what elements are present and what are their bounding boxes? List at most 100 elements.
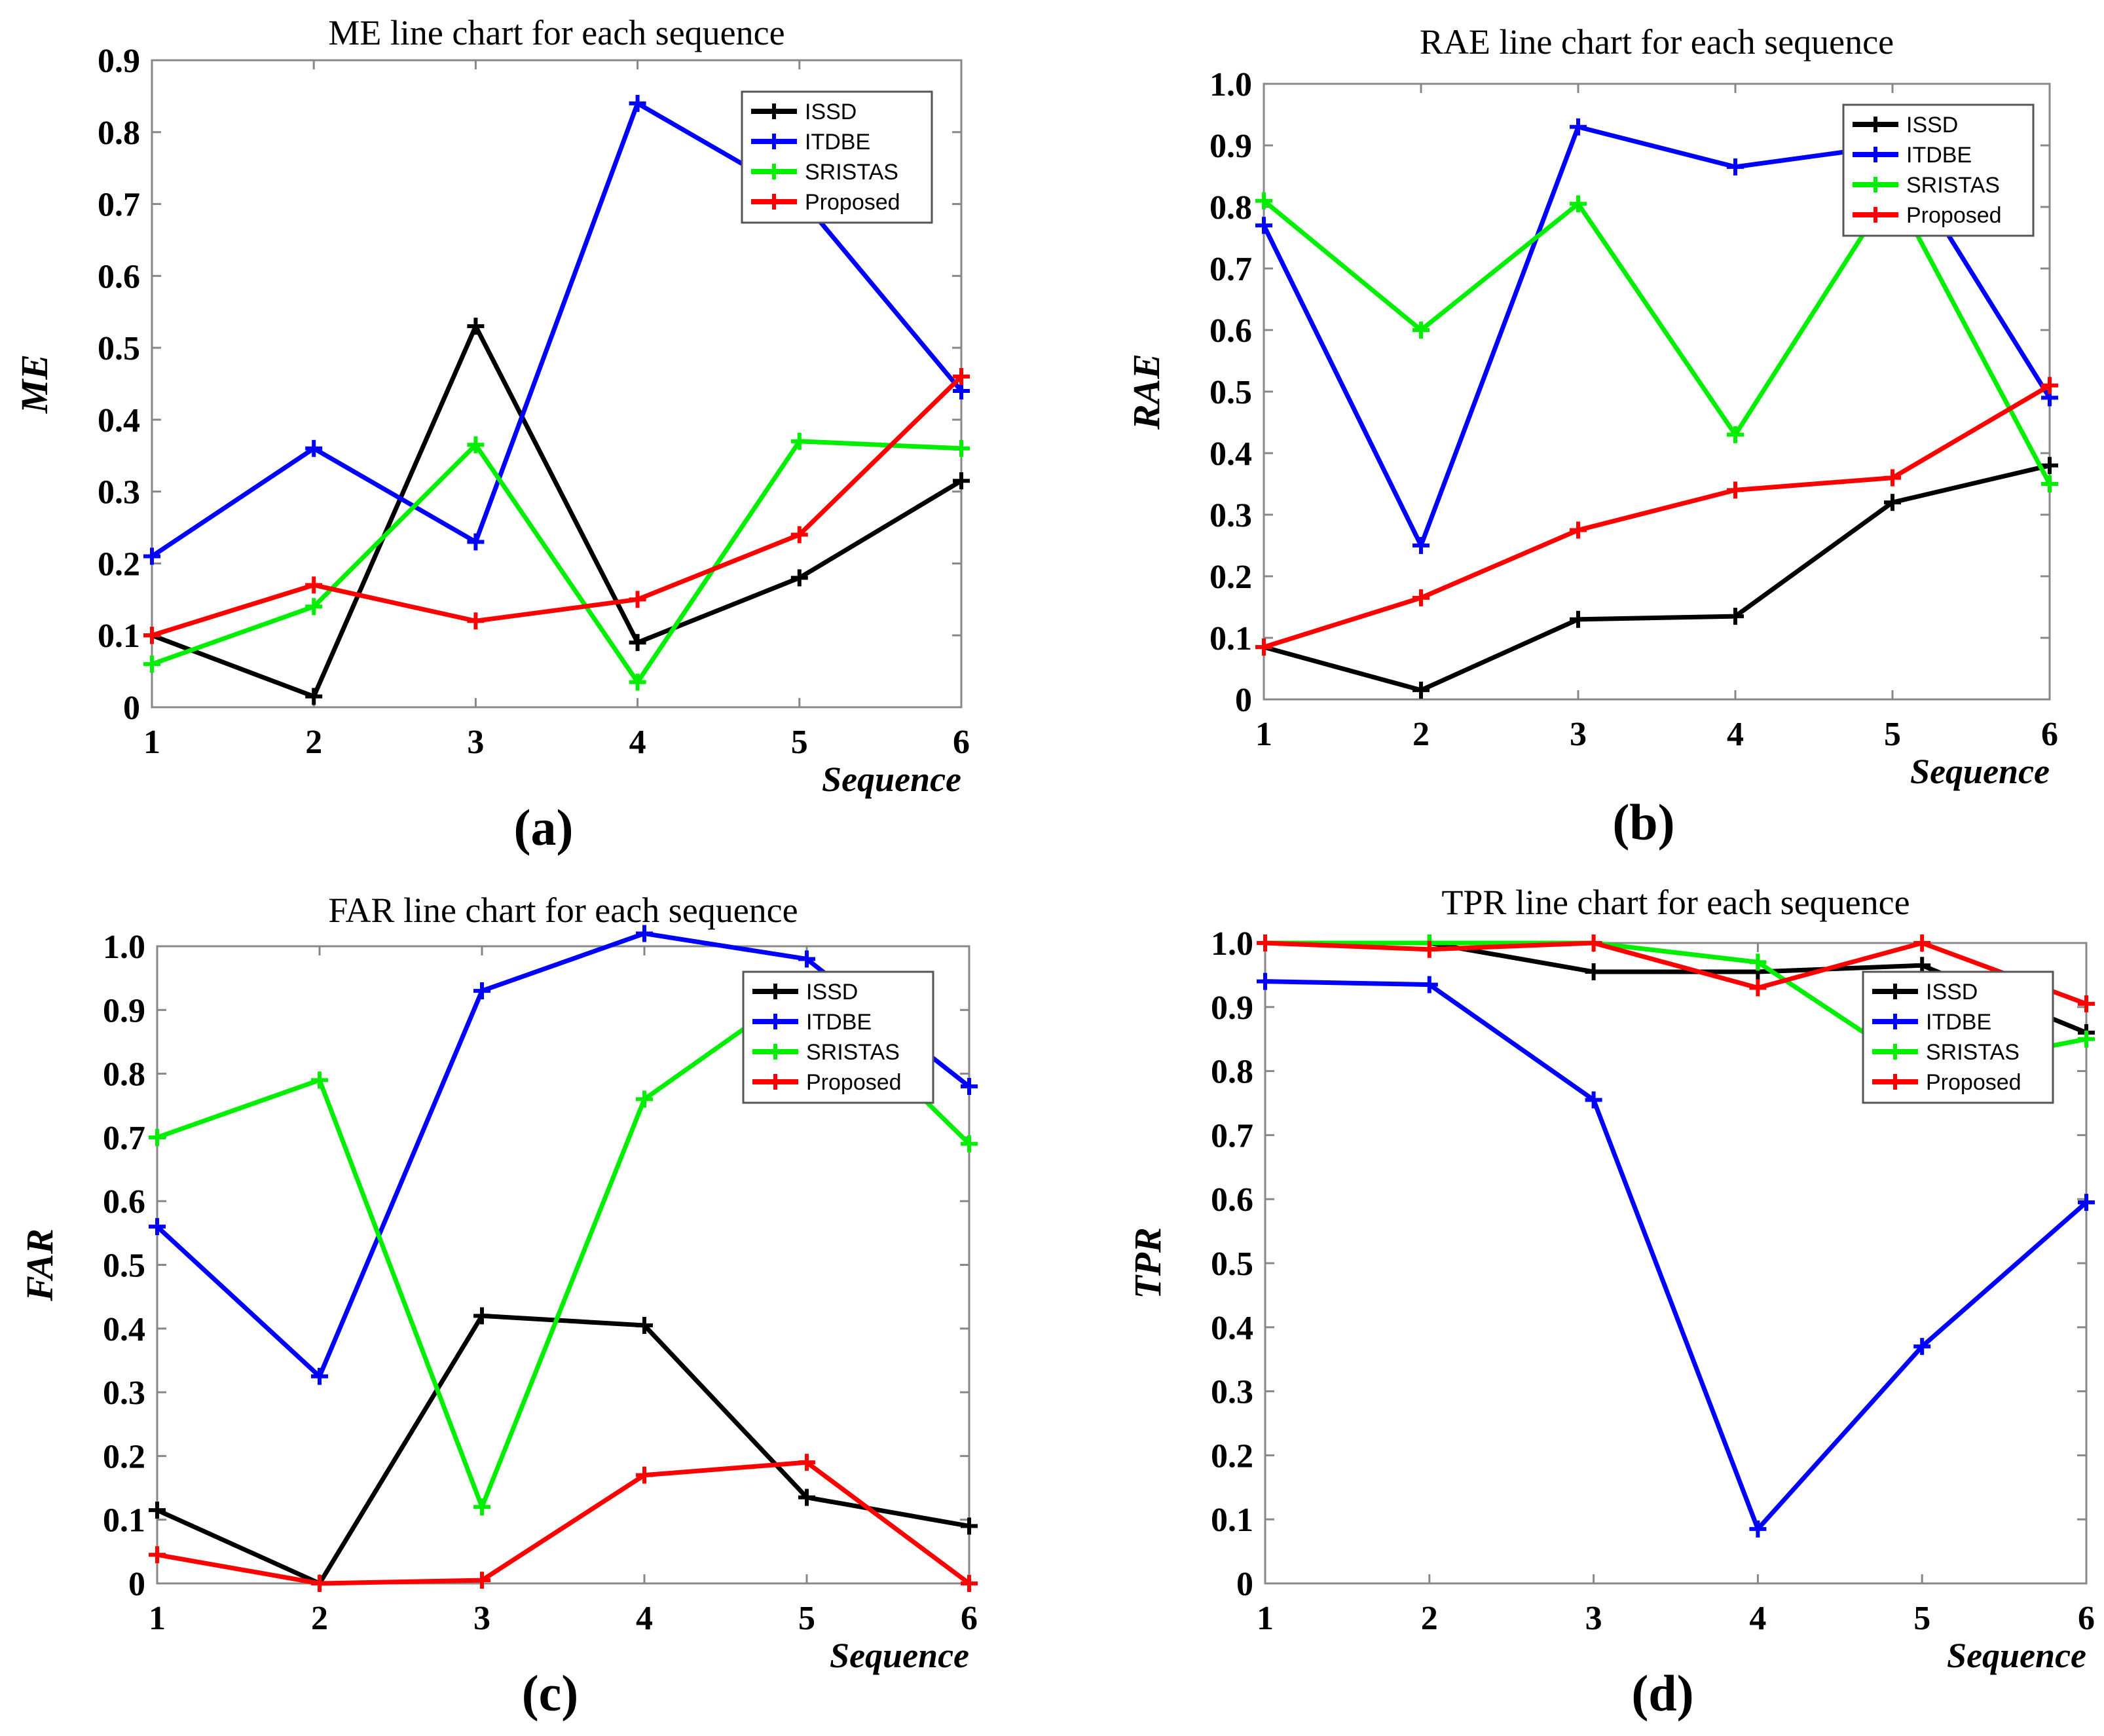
chart-3-legend: ISSD ITDBE SRISTAS Proposed [743, 972, 933, 1103]
chart-1-ytick-label: 0.6 [98, 258, 140, 295]
chart-2-xtick-label: 1 [1255, 716, 1272, 753]
chart-1-xlabel: Sequence [822, 760, 961, 799]
chart-3-ytick-label: 0.8 [103, 1056, 145, 1094]
chart-2-ytick-label: 0.7 [1209, 251, 1252, 288]
chart-3-xtick-label: 2 [311, 1600, 328, 1637]
chart-4-ytick-label: 0.1 [1211, 1502, 1253, 1539]
chart-4-legend: ISSD ITDBE SRISTAS Proposed [1863, 972, 2053, 1103]
chart-2-legend-entry-issd-label: ISSD [1906, 113, 1958, 138]
chart-1-xtick-label: 4 [629, 724, 646, 761]
chart-4-legend-entry-issd-label: ISSD [1926, 980, 1978, 1005]
chart-3-legend-entry-itdbe-label: ITDBE [806, 1010, 872, 1035]
chart-4-ytick-label: 0.8 [1211, 1054, 1253, 1091]
chart-3-legend-entry-issd-label: ISSD [806, 980, 858, 1005]
chart-4-xtick-label: 4 [1749, 1600, 1766, 1637]
chart-1-title: ME line chart for each sequence [328, 13, 784, 52]
chart-3-ytick-label: 0.2 [103, 1438, 145, 1475]
chart-2-ytick-label: 0.1 [1209, 620, 1252, 657]
chart-2-xlabel: Sequence [1910, 752, 2050, 791]
chart-3-ytick-label: 0.3 [103, 1375, 145, 1412]
chart-3-ytick-label: 0.5 [103, 1247, 145, 1285]
chart-3-title: FAR line chart for each sequence [328, 891, 798, 930]
figure: ME line chart for each sequence 0 0.1 0.2 0.… [0, 0, 2104, 1736]
chart-1-legend-entry-proposed-label: Proposed [805, 190, 900, 215]
chart-2-ytick-label: 0.5 [1209, 374, 1252, 411]
chart-2-ytick-label: 1.0 [1209, 66, 1252, 103]
chart-1-ytick-label: 0.8 [98, 115, 140, 152]
chart-1-xtick-label: 1 [143, 724, 160, 761]
chart-1-ytick-label: 0 [123, 690, 140, 727]
chart-3-xtick-label: 4 [636, 1600, 653, 1637]
chart-1-ytick-label: 0.9 [98, 43, 140, 80]
chart-2-title: RAE line chart for each sequence [1420, 22, 1894, 62]
chart-2-ytick-label: 0.2 [1209, 559, 1252, 596]
chart-1-ytick-label: 0.7 [98, 187, 140, 224]
chart-4-ytick-label: 1.0 [1211, 925, 1253, 963]
chart-3-xtick-label: 6 [961, 1600, 978, 1637]
chart-3-ytick-label: 0.7 [103, 1120, 145, 1157]
chart-4-legend-entry-sristas-label: SRISTAS [1926, 1040, 2020, 1065]
chart-1-xtick-label: 5 [791, 724, 808, 761]
chart-2-legend-entry-proposed-label: Proposed [1906, 203, 2002, 228]
chart-4-xtick-label: 1 [1257, 1600, 1274, 1637]
chart-2-legend-entry-itdbe-label: ITDBE [1906, 143, 1972, 168]
chart-1-ytick-label: 0.1 [98, 618, 140, 655]
chart-2-xtick-label: 4 [1727, 716, 1744, 753]
chart-1-legend: ISSD ITDBE SRISTAS Proposed [742, 92, 932, 223]
chart-4-xtick-label: 6 [2078, 1600, 2095, 1637]
chart-3-ytick-label: 0.9 [103, 992, 145, 1029]
chart-3-legend-entry-sristas-label: SRISTAS [806, 1040, 900, 1065]
chart-2-ytick-label: 0.8 [1209, 189, 1252, 227]
chart-2-ylabel: RAE [1125, 354, 1168, 430]
chart-3-ytick-label: 1.0 [103, 929, 145, 966]
chart-4-ytick-label: 0 [1236, 1566, 1253, 1603]
chart-4-ylabel: TPR [1126, 1227, 1169, 1299]
chart-2-legend-entry-sristas-label: SRISTAS [1906, 173, 2000, 198]
chart-1-panel-label: (a) [514, 799, 574, 856]
chart-3-panel-label: (c) [522, 1665, 579, 1722]
chart-1-ytick-label: 0.5 [98, 330, 140, 367]
chart-3-xlabel: Sequence [830, 1636, 969, 1675]
chart-3-ytick-label: 0 [128, 1566, 145, 1603]
chart-3-ytick-label: 0.4 [103, 1311, 145, 1348]
chart-4-ytick-label: 0.7 [1211, 1117, 1253, 1154]
chart-4-ytick-label: 0.3 [1211, 1374, 1253, 1411]
chart-2-xtick-label: 2 [1412, 716, 1430, 753]
chart-2-ytick-label: 0 [1235, 682, 1252, 719]
chart-1-ytick-label: 0.3 [98, 474, 140, 511]
chart-4-ytick-label: 0.9 [1211, 989, 1253, 1027]
chart-3-xtick-label: 5 [798, 1600, 815, 1637]
chart-2-ytick-label: 0.3 [1209, 497, 1252, 534]
chart-1-ylabel: ME [13, 354, 56, 414]
chart-2-xtick-label: 6 [2041, 716, 2058, 753]
chart-4-xlabel: Sequence [1947, 1636, 2086, 1675]
chart-2-legend: ISSD ITDBE SRISTAS Proposed [1843, 105, 2033, 236]
chart-1-xtick-label: 2 [305, 724, 322, 761]
chart-1-legend-entry-issd-label: ISSD [805, 100, 857, 124]
chart-4-legend-entry-itdbe-label: ITDBE [1926, 1010, 1991, 1035]
chart-1-legend-entry-sristas-label: SRISTAS [805, 160, 898, 185]
chart-1-xtick-label: 6 [953, 724, 970, 761]
chart-4-xtick-label: 3 [1585, 1600, 1602, 1637]
chart-4-legend-entry-proposed-label: Proposed [1926, 1070, 2021, 1095]
chart-1-xtick-label: 3 [467, 724, 484, 761]
chart-3-ytick-label: 0.1 [103, 1502, 145, 1540]
chart-4-title: TPR line chart for each sequence [1441, 883, 1910, 922]
chart-1-ytick-label: 0.4 [98, 402, 140, 439]
chart-4-xtick-label: 5 [1913, 1600, 1930, 1637]
chart-1-legend-entry-itdbe-label: ITDBE [805, 130, 870, 155]
chart-2-xtick-label: 5 [1884, 716, 1901, 753]
chart-4-panel-label: (d) [1631, 1665, 1693, 1722]
chart-3-xtick-label: 1 [149, 1600, 166, 1637]
chart-4-xtick-label: 2 [1421, 1600, 1438, 1637]
chart-3-ytick-label: 0.6 [103, 1183, 145, 1221]
chart-2-ytick-label: 0.6 [1209, 312, 1252, 350]
chart-3-legend-entry-proposed-label: Proposed [806, 1070, 902, 1095]
chart-4-ytick-label: 0.6 [1211, 1181, 1253, 1219]
chart-2-ytick-label: 0.4 [1209, 435, 1252, 473]
chart-2-panel-label: (b) [1612, 794, 1674, 851]
chart-2-xtick-label: 3 [1570, 716, 1587, 753]
chart-4-ytick-label: 0.2 [1211, 1437, 1253, 1475]
chart-3-xtick-label: 3 [473, 1600, 490, 1637]
chart-1-ytick-label: 0.2 [98, 545, 140, 583]
